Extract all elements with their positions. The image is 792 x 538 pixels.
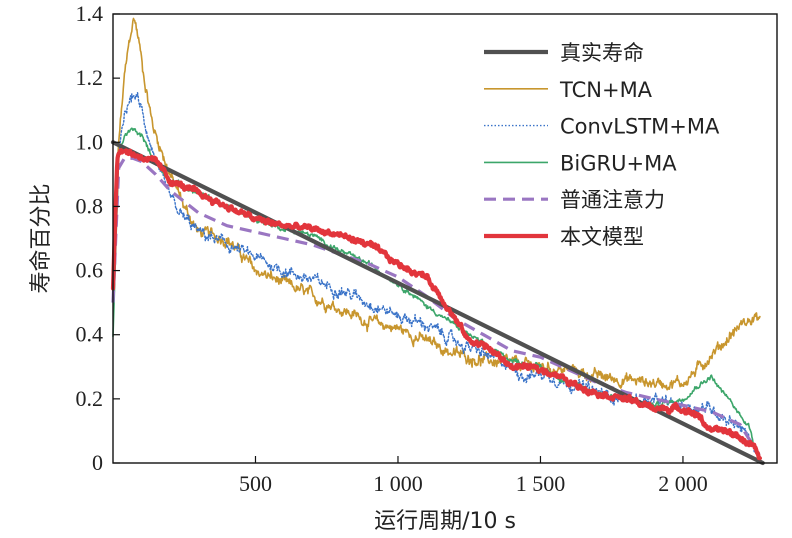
plot-frame	[112, 13, 778, 464]
series-line-0	[110, 140, 765, 466]
series-line-5	[110, 148, 762, 461]
y-tick-label: 0	[92, 450, 103, 475]
legend-label-1: TCN+MA	[559, 78, 653, 102]
y-tick-label: 1.0	[76, 129, 104, 154]
legend-label-4: 普通注意力	[560, 188, 665, 212]
y-tick-label: 1.2	[76, 65, 104, 90]
series-layer	[110, 17, 765, 466]
x-tick-label: 1 500	[516, 471, 566, 496]
legend-label-2: ConvLSTM+MA	[560, 115, 720, 139]
y-tick-label: 1.4	[76, 1, 104, 26]
y-tick-label: 0.4	[76, 322, 104, 347]
y-tick-label: 0.8	[76, 193, 104, 218]
y-axis-title: 寿命百分比	[29, 183, 54, 293]
series-line-4	[111, 156, 762, 461]
x-tick-label: 2 000	[658, 471, 708, 496]
y-tick-label: 0.2	[76, 386, 104, 411]
x-axis-title: 运行周期/10 s	[374, 509, 516, 534]
series-line-1	[112, 17, 761, 391]
legend-label-5: 本文模型	[560, 225, 644, 249]
x-tick-label: 1 000	[373, 471, 423, 496]
legend-label-0: 真实寿命	[560, 41, 644, 65]
series-line-2	[112, 91, 761, 458]
y-tick-label: 0.6	[76, 258, 104, 283]
x-tick-label: 500	[239, 471, 272, 496]
legend-label-3: BiGRU+MA	[560, 151, 677, 175]
